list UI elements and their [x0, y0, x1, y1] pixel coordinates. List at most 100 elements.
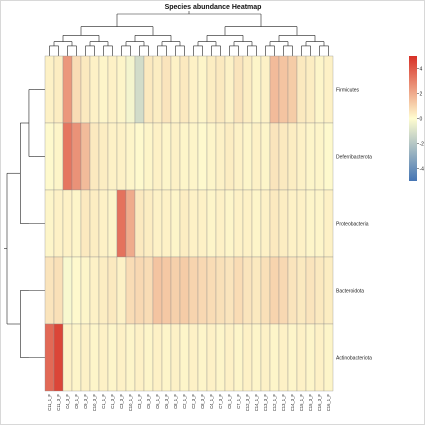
heatmap-cell	[143, 122, 154, 191]
heatmap-cell	[125, 55, 136, 124]
column-label: C15_3_F	[308, 394, 313, 412]
heatmap-cell	[233, 256, 244, 325]
heatmap-cell	[188, 122, 199, 191]
column-label: C14_1_F	[254, 394, 259, 412]
heatmap-cell	[107, 122, 118, 191]
heatmap-cell	[170, 323, 181, 392]
heatmap-cell	[287, 323, 298, 392]
heatmap-cells	[44, 55, 334, 392]
heatmap-cell	[71, 256, 82, 325]
heatmap-cell	[161, 122, 172, 191]
heatmap-cell	[215, 122, 226, 191]
heatmap-cell	[125, 189, 136, 258]
heatmap-cell	[107, 55, 118, 124]
heatmap-cell	[197, 122, 208, 191]
column-label: C12_1_F	[272, 394, 277, 412]
heatmap-cell	[62, 122, 73, 191]
heatmap-cell	[206, 122, 217, 191]
column-label: C12_3_F	[245, 394, 250, 412]
heatmap-cell	[269, 256, 280, 325]
heatmap-cell	[260, 256, 271, 325]
legend-tick-label: 4	[420, 66, 423, 72]
heatmap-cell	[305, 122, 316, 191]
heatmap-cell	[134, 122, 145, 191]
heatmap-cell	[242, 122, 253, 191]
heatmap-cell	[152, 323, 163, 392]
heatmap-cell	[80, 256, 91, 325]
heatmap-cell	[152, 122, 163, 191]
chart-title: Species abundance Heatmap	[165, 4, 262, 11]
column-label: C9_1_F	[74, 394, 79, 409]
heatmap-cell	[53, 323, 64, 392]
heatmap-cell	[98, 55, 109, 124]
column-label: C11_3_F	[56, 394, 61, 411]
heatmap-cell	[206, 256, 217, 325]
heatmap-cell	[296, 55, 307, 124]
row-label: Proteobacteria	[336, 222, 369, 228]
heatmap-cell	[179, 323, 190, 392]
heatmap-cell	[287, 189, 298, 258]
column-label: C2_3_F	[191, 394, 196, 409]
heatmap-cell	[98, 256, 109, 325]
heatmap-cell	[215, 256, 226, 325]
heatmap-cell	[305, 189, 316, 258]
heatmap-cell	[305, 55, 316, 124]
heatmap-cell	[188, 189, 199, 258]
heatmap-cell	[314, 323, 325, 392]
column-labels: C11_1_F C11_3_F C4_3_F C9_1_F C9_3_F C10_3_F C…	[47, 394, 331, 412]
heatmap-cell	[224, 256, 235, 325]
heatmap-cell	[269, 55, 280, 124]
heatmap-cell	[98, 189, 109, 258]
heatmap-cell	[89, 256, 100, 325]
heatmap-cell	[170, 55, 181, 124]
heatmap-cell	[89, 122, 100, 191]
heatmap-cell	[143, 55, 154, 124]
heatmap-cell	[53, 189, 64, 258]
column-label: C3_1_F	[137, 394, 142, 409]
heatmap-cell	[80, 323, 91, 392]
heatmap-cell	[71, 323, 82, 392]
heatmap-cell	[278, 256, 289, 325]
heatmap-cell	[323, 189, 334, 258]
heatmap-cell	[323, 323, 334, 392]
heatmap-cell	[224, 55, 235, 124]
heatmap-cell	[260, 55, 271, 124]
heatmap-cell	[314, 189, 325, 258]
heatmap-cell	[125, 323, 136, 392]
heatmap-cell	[197, 323, 208, 392]
heatmap-cell	[152, 189, 163, 258]
row-labels: Firmicutes Deferribacterota Proteobacteria…	[336, 88, 372, 362]
column-label: C10_3_F	[92, 394, 97, 412]
heatmap-cell	[287, 55, 298, 124]
heatmap-cell	[44, 122, 55, 191]
heatmap-cell	[71, 189, 82, 258]
heatmap-cell	[152, 55, 163, 124]
heatmap-cell	[179, 122, 190, 191]
row-dendrogram	[4, 89, 45, 358]
column-label: C7_3_F	[218, 394, 223, 409]
legend-tick-label: 2	[420, 91, 423, 97]
heatmap-cell	[44, 189, 55, 258]
heatmap-cell	[161, 256, 172, 325]
heatmap-cell	[278, 55, 289, 124]
heatmap-cell	[260, 189, 271, 258]
heatmap-cell	[44, 323, 55, 392]
heatmap-cell	[107, 256, 118, 325]
column-label: C10_1_F	[128, 394, 133, 412]
row-label: Bacteroidota	[336, 289, 364, 295]
heatmap-cell	[80, 189, 91, 258]
column-label: C8_1_F	[173, 394, 178, 409]
heatmap-cell	[323, 122, 334, 191]
heatmap-cell	[125, 122, 136, 191]
column-label: C16_3_F	[317, 394, 322, 412]
heatmap-cell	[206, 189, 217, 258]
heatmap-cell	[305, 256, 316, 325]
heatmap-cell	[179, 256, 190, 325]
column-label: C9_3_F	[83, 394, 88, 409]
heatmap-cell	[179, 189, 190, 258]
heatmap-cell	[251, 55, 262, 124]
heatmap-cell	[116, 256, 127, 325]
heatmap-cell	[161, 55, 172, 124]
column-label: C2_1_F	[182, 394, 187, 409]
heatmap-cell	[71, 122, 82, 191]
